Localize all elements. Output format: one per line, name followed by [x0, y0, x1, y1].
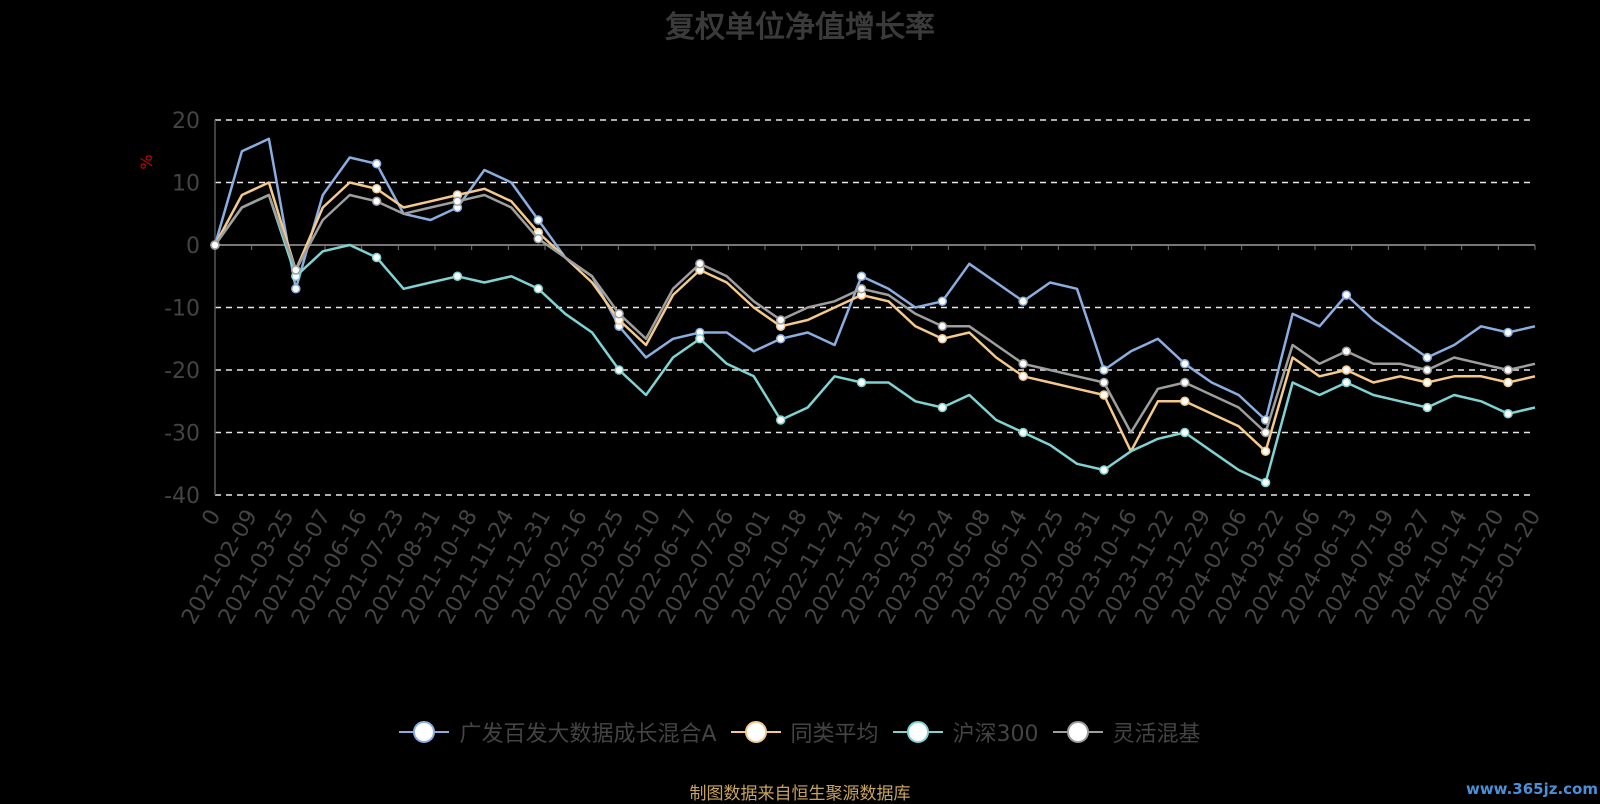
data-point — [1099, 377, 1109, 388]
data-point — [1018, 427, 1028, 438]
y-tick-label: -40 — [164, 484, 200, 509]
series-line — [213, 181, 1536, 453]
data-point — [856, 284, 867, 294]
legend-item-csi300[interactable]: 沪深300 — [892, 716, 1039, 748]
y-tick-label: -20 — [164, 359, 200, 384]
legend-label: 沪深300 — [952, 722, 1039, 747]
data-point — [1099, 465, 1109, 475]
watermark: www.365jz.com — [1465, 780, 1598, 798]
legend-label: 灵活混基 — [1112, 722, 1201, 747]
x-tick-label: 0 — [198, 506, 227, 531]
data-point — [1260, 446, 1271, 456]
data-point — [1180, 396, 1190, 406]
chart-legend: 广发百发大数据成长混合A 同类平均 沪深300 灵活混基 — [0, 716, 1600, 748]
data-point — [695, 259, 705, 269]
data-point — [775, 334, 786, 344]
data-point — [1422, 402, 1432, 413]
legend-label: 广发百发大数据成长混合A — [459, 722, 717, 747]
legend-marker-icon — [892, 721, 943, 743]
data-point — [775, 415, 786, 425]
data-point — [291, 265, 301, 275]
legend-marker-icon — [1052, 721, 1103, 743]
legend-marker-icon — [730, 721, 781, 743]
data-point — [1422, 377, 1432, 388]
data-point — [371, 159, 382, 169]
data-point — [452, 271, 463, 281]
y-tick-label: 20 — [172, 109, 200, 134]
data-point — [371, 252, 382, 263]
data-point — [856, 271, 867, 281]
data-point — [937, 334, 948, 344]
data-point — [1018, 359, 1028, 369]
data-point — [856, 377, 867, 388]
data-point — [1018, 296, 1028, 306]
data-point — [937, 321, 948, 331]
data-point — [1503, 409, 1513, 419]
data-point — [775, 315, 786, 325]
legend-item-flexible-mixed[interactable]: 灵活混基 — [1052, 716, 1201, 748]
y-tick-label: -30 — [164, 422, 200, 447]
data-point — [1180, 359, 1190, 369]
data-point — [533, 215, 544, 225]
data-point — [1341, 365, 1352, 375]
y-axis-title: % — [137, 154, 156, 169]
data-point — [937, 402, 948, 413]
data-point — [614, 365, 624, 375]
y-tick-label: -10 — [164, 297, 200, 322]
series-line — [213, 193, 1536, 434]
data-point — [614, 309, 624, 319]
data-point — [1180, 427, 1190, 438]
data-point — [1260, 427, 1271, 438]
data-point — [533, 234, 544, 244]
data-point — [210, 240, 220, 250]
legend-label: 同类平均 — [790, 722, 879, 747]
data-point — [371, 196, 382, 206]
data-point — [695, 334, 705, 344]
data-point — [1180, 377, 1190, 388]
data-point — [1503, 365, 1513, 375]
data-point — [291, 284, 301, 294]
data-point — [1503, 327, 1513, 338]
data-point — [1503, 377, 1513, 388]
source-note: 制图数据来自恒生聚源数据库 — [689, 784, 911, 804]
series-line — [213, 193, 1536, 484]
data-point — [1260, 477, 1271, 488]
legend-item-peer-average[interactable]: 同类平均 — [730, 716, 879, 748]
data-point — [1099, 390, 1109, 400]
y-tick-label: 0 — [186, 234, 200, 259]
y-tick-label: 10 — [172, 172, 200, 197]
chart-title: 复权单位净值增长率 — [665, 10, 935, 45]
data-point — [1099, 365, 1109, 375]
data-point — [371, 184, 382, 194]
data-point — [452, 196, 463, 206]
data-point — [1341, 377, 1352, 388]
legend-marker-icon — [399, 721, 450, 743]
data-point — [1018, 371, 1028, 381]
series-line — [213, 137, 1536, 422]
data-point — [1422, 352, 1432, 363]
data-point — [1422, 365, 1432, 375]
data-point — [937, 296, 948, 306]
legend-item-fund[interactable]: 广发百发大数据成长混合A — [399, 716, 717, 748]
data-point — [1341, 290, 1352, 300]
data-point — [533, 284, 544, 294]
data-point — [1341, 346, 1352, 356]
